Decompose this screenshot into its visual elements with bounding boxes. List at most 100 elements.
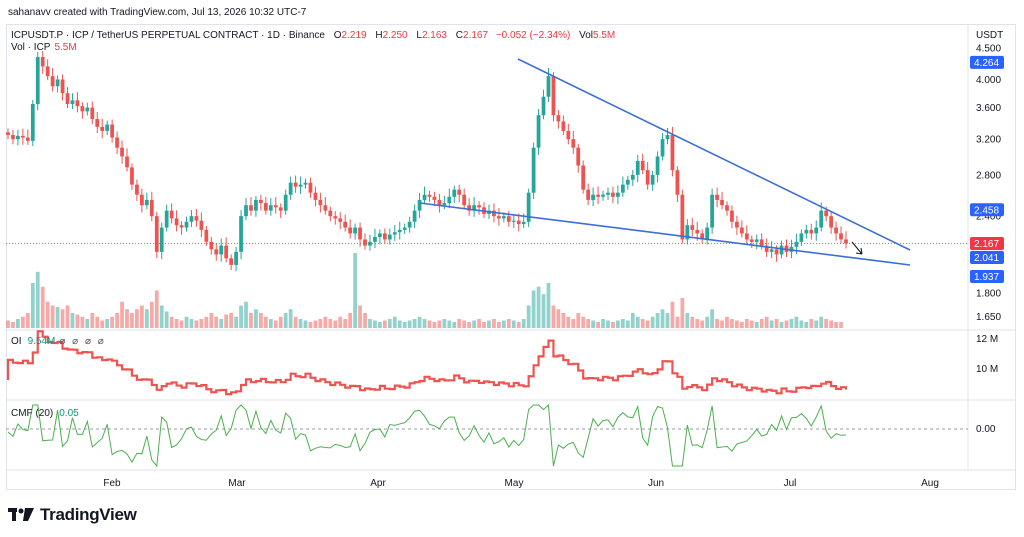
close-value: 2.167 (463, 30, 489, 41)
volume-bar (635, 316, 640, 328)
volume-bar (487, 320, 491, 328)
candle-body (774, 249, 779, 255)
volume-bar (229, 313, 234, 328)
volume-bar (650, 316, 655, 328)
candle-body (100, 126, 105, 131)
candle-body (427, 194, 432, 197)
volume-bar (95, 316, 100, 328)
volume-bar (308, 322, 313, 328)
volume-bar (774, 319, 779, 328)
price-badge-label: 2.458 (974, 205, 999, 216)
volume-bar (754, 322, 759, 328)
time-tick-label: Feb (103, 478, 121, 489)
volume-bar (759, 319, 764, 328)
candle-body (680, 194, 685, 240)
candle-body (447, 196, 452, 204)
volume-bar (561, 313, 566, 328)
candles-group (6, 50, 848, 272)
volume-bar (100, 320, 105, 328)
volume-bar (407, 320, 412, 328)
volume-bar (105, 319, 110, 328)
cmf-label[interactable]: CMF (20) (11, 408, 54, 419)
volume-bar (75, 314, 80, 328)
candle-body (437, 199, 442, 206)
tradingview-brand[interactable]: TradingView (8, 505, 137, 525)
volume-bar (343, 319, 348, 328)
volume-bar (412, 319, 417, 328)
time-tick-label: Jul (784, 478, 797, 489)
volume-bar (506, 319, 511, 328)
volume-bar (110, 316, 115, 328)
volume-bar (159, 305, 164, 328)
oi-group (6, 330, 848, 396)
volume-bar (467, 322, 472, 328)
candle-body (725, 205, 729, 211)
volume-bar (492, 319, 496, 328)
volume-bar (164, 311, 169, 328)
candle-body (120, 147, 124, 157)
candle-body (477, 205, 481, 208)
volume-bar (427, 320, 432, 328)
candle-body (95, 119, 100, 127)
volume-bar (11, 322, 15, 328)
candle-body (392, 232, 397, 235)
indicator-settings-icons[interactable]: ⌀ ⌀ ⌀ ⌀ (59, 336, 106, 347)
currency-label: USDT (976, 30, 1004, 41)
volume-bar (60, 309, 65, 328)
candle-body (744, 233, 749, 240)
volume-bar (278, 316, 283, 328)
candle-body (338, 218, 343, 222)
candle-body (402, 227, 407, 230)
candle-body (635, 160, 640, 175)
candle-body (179, 225, 184, 228)
time-tick-label: Aug (921, 478, 939, 489)
volume-bar (640, 319, 645, 328)
volume-bar (447, 320, 452, 328)
candle-body (149, 199, 154, 217)
candle-body (343, 221, 348, 228)
volume-bar (571, 319, 576, 328)
arrow-annotation (851, 241, 863, 255)
candle-body (407, 221, 412, 228)
candle-body (154, 216, 159, 252)
oi-pane-legend: OI 9.54M ⌀ ⌀ ⌀ ⌀ (11, 336, 106, 347)
volume-bar (695, 319, 700, 328)
volume-bar (690, 316, 695, 328)
volume-legend-label[interactable]: Vol · ICP (11, 42, 51, 53)
candle-body (462, 194, 467, 206)
volume-bar (720, 320, 724, 328)
volume-bar (804, 322, 809, 328)
candle-body (551, 76, 556, 116)
candle-body (159, 227, 164, 252)
candle-body (650, 174, 655, 185)
volume-bar (497, 322, 501, 328)
candle-body (606, 192, 610, 195)
candle-body (214, 249, 219, 255)
candle-body (70, 100, 75, 104)
volume-bar (819, 316, 824, 328)
oi-label[interactable]: OI (11, 336, 22, 347)
volume-bar (90, 313, 95, 328)
volume-bar (730, 319, 734, 328)
candle-body (80, 106, 85, 112)
candle-body (720, 199, 724, 206)
candle-body (501, 216, 506, 219)
candle-body (169, 210, 174, 219)
candle-body (655, 156, 660, 175)
volume-bar (482, 322, 486, 328)
volume-bar (363, 313, 367, 328)
symbol-title[interactable]: ICPUSDT.P · ICP / TetherUS PERPETUAL CON… (11, 30, 325, 41)
price-badge (970, 236, 1004, 250)
volume-bar (526, 305, 531, 328)
vol-value: 5.5M (593, 30, 616, 41)
candle-body (35, 57, 40, 104)
candle-body (125, 156, 129, 168)
volume-bar (20, 316, 25, 328)
tradingview-logo-icon (8, 506, 34, 524)
low-value: 2.163 (421, 30, 447, 41)
candle-body (135, 184, 139, 195)
candle-body (804, 229, 809, 234)
candle-body (16, 135, 20, 140)
volume-bar (149, 301, 154, 328)
